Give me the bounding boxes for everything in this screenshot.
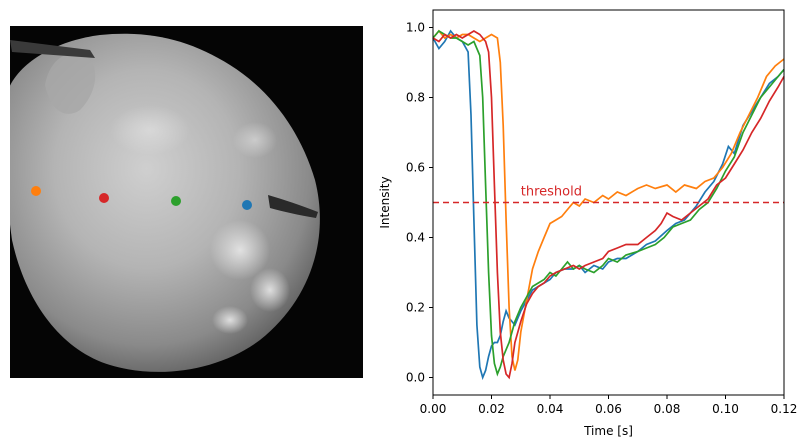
x-tick-label: 0.10 xyxy=(712,402,739,416)
bright-spot xyxy=(233,122,277,158)
x-tick-label: 0.08 xyxy=(654,402,681,416)
marker-green xyxy=(171,196,181,206)
y-axis-ticks: 0.0 0.2 0.4 0.6 0.8 1.0 xyxy=(406,21,433,385)
series-layer xyxy=(432,29,785,381)
x-tick-label: 0.04 xyxy=(537,402,564,416)
y-tick-label: 0.2 xyxy=(406,301,425,315)
marker-blue xyxy=(242,200,252,210)
tissue-top-lobe xyxy=(45,53,96,114)
y-tick-label: 0.8 xyxy=(406,91,425,105)
x-tick-label: 0.12 xyxy=(771,402,798,416)
bright-spot xyxy=(210,220,270,280)
x-tick-label: 0.06 xyxy=(595,402,622,416)
y-tick-label: 0.0 xyxy=(406,371,425,385)
threshold-label: threshold xyxy=(521,185,582,200)
y-axis-label: Intensity xyxy=(378,176,392,228)
image-panel xyxy=(10,26,363,378)
x-tick-label: 0.00 xyxy=(420,402,447,416)
series-line-1 xyxy=(432,29,785,381)
chart: threshold 0.00 0.02 0.04 0.06 0.08 0.10 0.12 0… xyxy=(378,9,798,438)
bright-spot xyxy=(110,105,190,155)
bright-spot xyxy=(212,306,248,334)
marker-orange xyxy=(31,186,41,196)
y-tick-label: 0.6 xyxy=(406,161,425,175)
probe-tip xyxy=(268,195,318,218)
y-tick-label: 0.4 xyxy=(406,231,425,245)
marker-red xyxy=(99,193,109,203)
electrode-wire xyxy=(10,40,95,58)
x-axis-label: Time [s] xyxy=(583,424,633,438)
heart-tissue-shape xyxy=(10,33,320,372)
y-tick-label: 1.0 xyxy=(406,21,425,35)
x-axis-ticks: 0.00 0.02 0.04 0.06 0.08 0.10 0.12 xyxy=(420,395,798,416)
series-line-4 xyxy=(432,30,785,380)
x-tick-label: 0.02 xyxy=(478,402,505,416)
series-line-3 xyxy=(432,29,785,377)
bright-spot xyxy=(250,268,290,312)
